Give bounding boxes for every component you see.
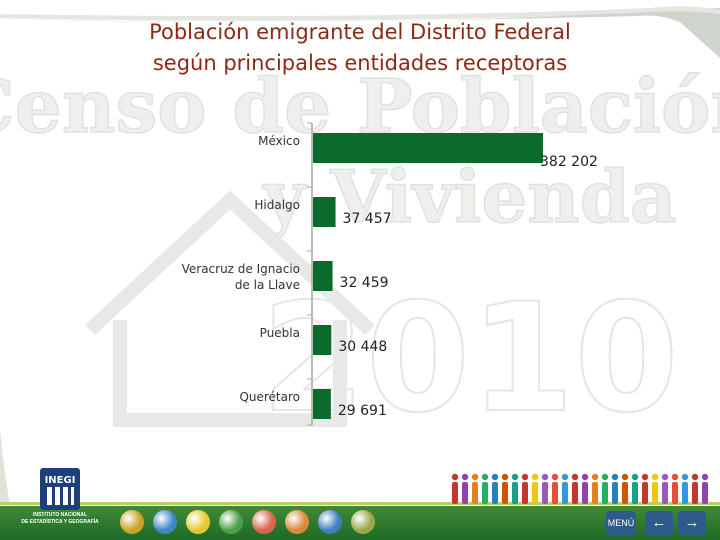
hands-icon[interactable]	[285, 510, 309, 534]
person-figure-icon	[621, 473, 629, 504]
person-figure-icon	[641, 473, 649, 504]
bar-4	[313, 389, 331, 419]
people-icon[interactable]	[219, 510, 243, 534]
category-label: Querétaro	[239, 390, 300, 404]
footer-divider	[0, 502, 720, 505]
person-figure-icon	[521, 473, 529, 504]
person-figure-icon	[601, 473, 609, 504]
svg-text:INEGI: INEGI	[45, 475, 76, 486]
person-figure-icon	[501, 473, 509, 504]
person-figure-icon	[661, 473, 669, 504]
arrow-left-icon: ←	[651, 514, 667, 531]
person-figure-icon	[561, 473, 569, 504]
next-button[interactable]: →	[678, 511, 706, 535]
watermark-line1: Censo de Población	[0, 64, 720, 150]
person-figure-icon	[581, 473, 589, 504]
person-figure-icon	[701, 473, 709, 504]
person-figure-icon	[531, 473, 539, 504]
person-figure-icon	[481, 473, 489, 504]
person-figure-icon	[551, 473, 559, 504]
menu-button[interactable]: MENÚ	[606, 511, 636, 535]
person-figure-icon	[651, 473, 659, 504]
map-icon[interactable]	[318, 510, 342, 534]
people-decoration	[451, 473, 709, 504]
inegi-logo: INEGI INSTITUTO NACIONAL DE ESTADÍSTICA …	[10, 468, 110, 528]
category-label: Hidalgo	[254, 198, 300, 212]
person-figure-icon	[611, 473, 619, 504]
value-label: 37 457	[343, 211, 392, 227]
inegi-logo-mark: INEGI	[40, 468, 80, 510]
back-button[interactable]: ←	[645, 511, 673, 535]
person-figure-icon	[691, 473, 699, 504]
value-label: 32 459	[340, 275, 389, 291]
person-figure-icon	[471, 473, 479, 504]
value-label: 382 202	[540, 154, 598, 170]
house-icon[interactable]	[252, 510, 276, 534]
value-label: 29 691	[338, 403, 387, 419]
person-figure-icon	[541, 473, 549, 504]
institute-name: INSTITUTO NACIONAL DE ESTADÍSTICA Y GEOG…	[21, 512, 99, 525]
watermark-line2: y Vivienda	[262, 154, 676, 239]
chart-title: Población emigrante del Distrito Federal…	[0, 17, 720, 79]
value-label: 30 448	[338, 339, 387, 355]
family-icon[interactable]	[186, 510, 210, 534]
person-figure-icon	[681, 473, 689, 504]
title-line-2: según principales entidades receptoras	[152, 51, 568, 75]
person-figure-icon	[591, 473, 599, 504]
document-icon[interactable]	[351, 510, 375, 534]
person-figure-icon	[571, 473, 579, 504]
person-figure-icon	[511, 473, 519, 504]
person-figure-icon	[451, 473, 459, 504]
bar-3	[313, 325, 332, 355]
person-figure-icon	[631, 473, 639, 504]
history-icon[interactable]	[120, 510, 144, 534]
title-line-1: Población emigrante del Distrito Federal	[149, 20, 571, 44]
category-label: de la Llave	[235, 278, 300, 292]
category-label: México	[258, 134, 300, 148]
bar-0	[313, 133, 543, 163]
category-label: Puebla	[260, 326, 300, 340]
arrow-right-icon: →	[684, 514, 700, 531]
bar-1	[313, 197, 336, 227]
bar-2	[313, 261, 333, 291]
person-figure-icon	[671, 473, 679, 504]
person-figure-icon	[491, 473, 499, 504]
section-nav	[120, 510, 375, 534]
person-figure-icon	[461, 473, 469, 504]
info-icon[interactable]	[153, 510, 177, 534]
category-label: Veracruz de Ignacio	[182, 262, 300, 276]
